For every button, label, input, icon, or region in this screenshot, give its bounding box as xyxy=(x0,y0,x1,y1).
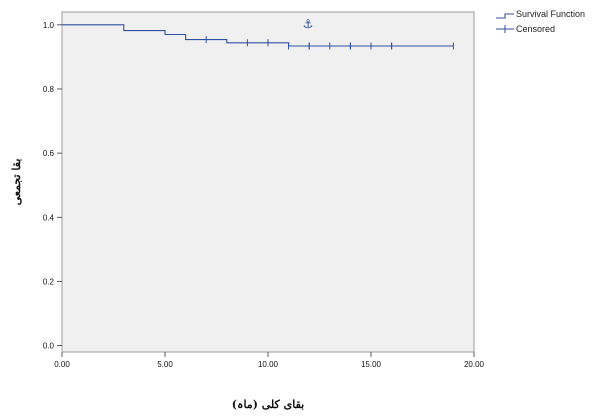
x-tick-label: 5.00 xyxy=(157,360,173,369)
y-tick-label: 0.6 xyxy=(43,149,55,158)
x-axis: 0.00 5.00 10.00 15.00 20.00 xyxy=(54,352,485,369)
legend-survival-swatch xyxy=(496,13,514,19)
x-tick-label: 15.00 xyxy=(361,360,382,369)
legend-censored-label: Censored xyxy=(516,24,555,34)
x-axis-title: بقای کلی (ماہ) xyxy=(232,398,304,411)
censored-markers xyxy=(205,36,454,50)
y-tick-label: 0.0 xyxy=(43,342,55,351)
y-axis: 0.0 0.2 0.4 0.6 0.8 1.0 xyxy=(43,21,62,351)
y-tick-label: 0.8 xyxy=(43,85,55,94)
legend: Survival Function Censored xyxy=(496,9,585,34)
y-axis-title: بقا تجمعی xyxy=(10,159,23,206)
x-tick-label: 0.00 xyxy=(54,360,70,369)
anchor-icon: ⚓ xyxy=(303,17,314,31)
y-tick-label: 1.0 xyxy=(43,21,55,30)
x-tick-label: 10.00 xyxy=(258,360,279,369)
y-tick-label: 0.2 xyxy=(43,277,55,286)
x-tick-label: 20.00 xyxy=(464,360,485,369)
y-tick-label: 0.4 xyxy=(43,213,55,222)
plot-area xyxy=(61,11,475,353)
legend-survival-label: Survival Function xyxy=(516,9,585,19)
